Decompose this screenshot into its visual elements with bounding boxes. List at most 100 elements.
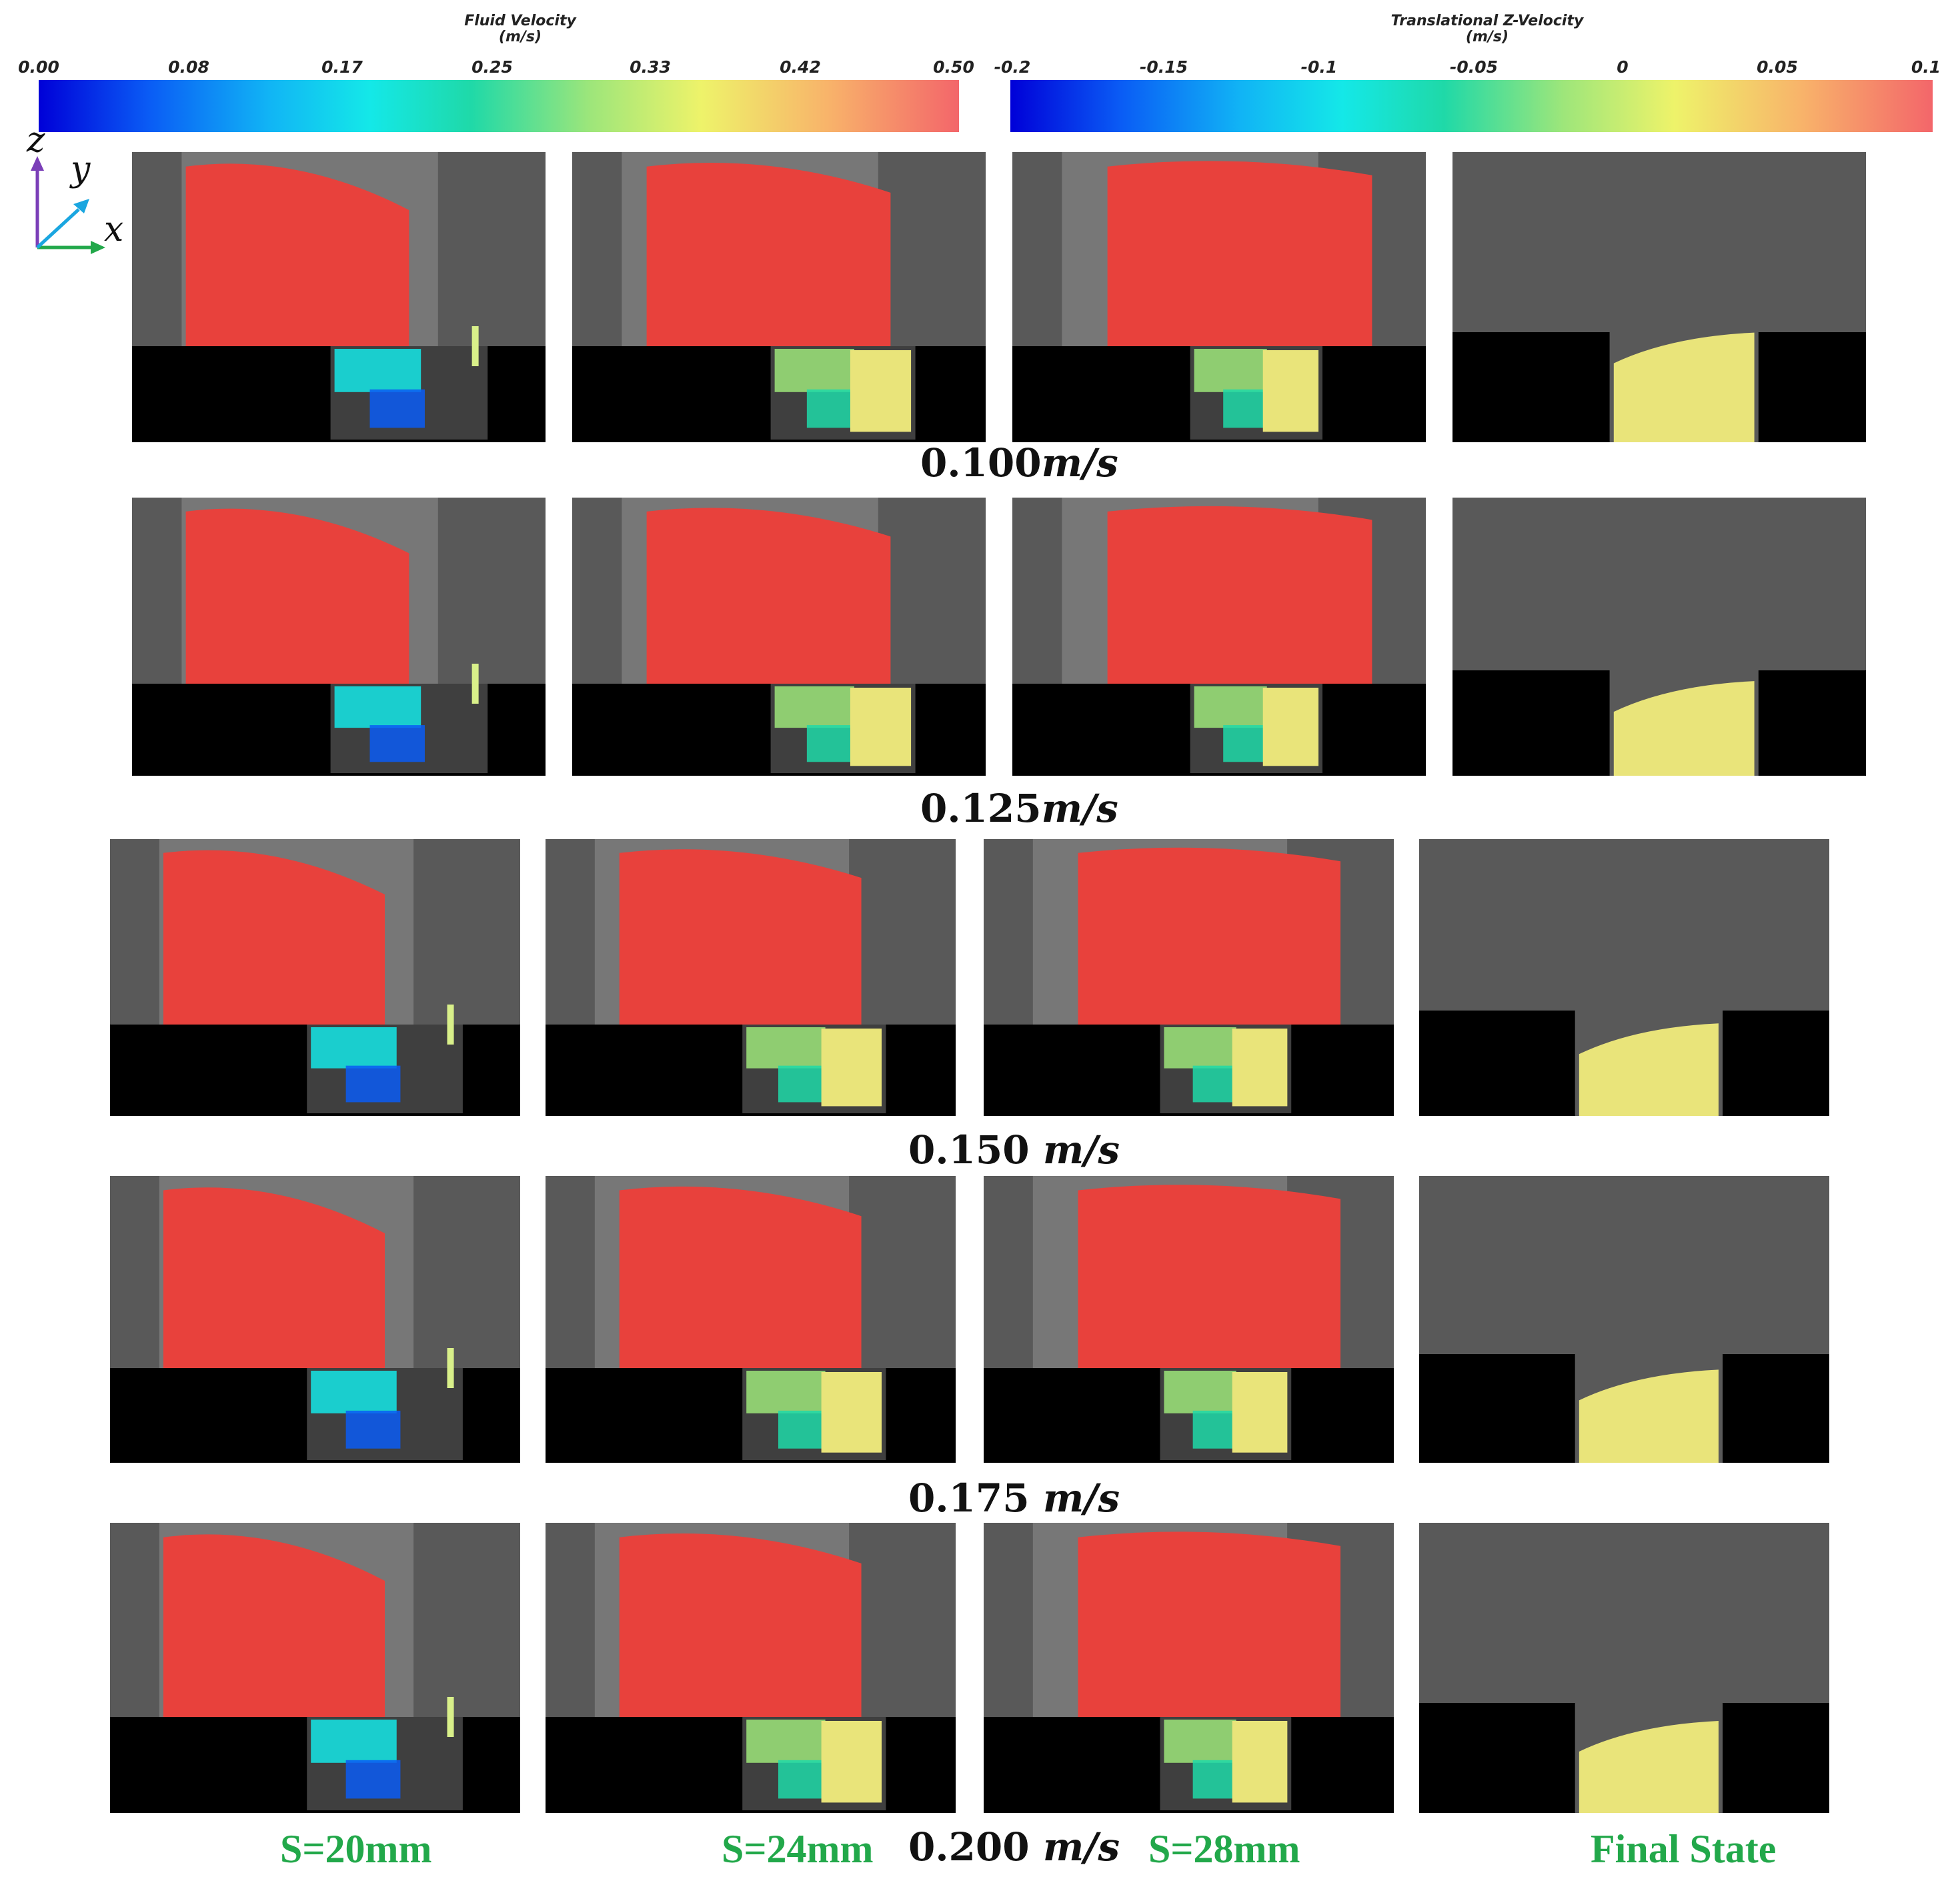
velocity-zone-upper [311, 1720, 397, 1763]
velocity-label-row-2: 0.125m/s [920, 786, 1118, 831]
velocity-value: 0.175 [908, 1475, 1043, 1521]
column-label-final-state: Final State [1591, 1827, 1777, 1871]
panel-image [984, 839, 1394, 1116]
channel-floor-right [1758, 332, 1866, 442]
fluid-velocity-tick: 0.25 [471, 57, 513, 77]
velocity-zone-upper [1164, 1027, 1236, 1069]
panel-image [546, 1523, 956, 1813]
panel-row3-col1 [110, 839, 520, 1116]
axis-triad: z y x [25, 120, 139, 264]
red-particle-bed [1107, 506, 1372, 684]
velocity-unit: m/s [1042, 1475, 1120, 1521]
panel-row5-col2 [546, 1523, 956, 1813]
z-velocity-tick: 0.1 [1911, 57, 1941, 77]
final-particle-bed [1579, 1721, 1719, 1813]
fluid-velocity-tick: 0.33 [630, 57, 671, 77]
channel-floor-left [1419, 1703, 1575, 1813]
final-particle-bed [1579, 1023, 1719, 1116]
final-particle-bed [1613, 681, 1755, 776]
velocity-value: 0.150 [908, 1127, 1043, 1173]
panel-row3-col3 [984, 839, 1394, 1116]
fluid-velocity-tick: 0.42 [780, 57, 821, 77]
panel-row3-col2 [546, 839, 956, 1116]
settled-particles [850, 688, 912, 766]
channel-floor-right [1758, 670, 1866, 776]
z-velocity-tick: -0.1 [1300, 57, 1338, 77]
axis-arrows-icon [31, 156, 105, 254]
panel-image [1452, 498, 1866, 776]
final-particle-bed [1613, 332, 1755, 442]
velocity-zone-core [1192, 1410, 1239, 1449]
velocity-zone-core [778, 1410, 829, 1449]
velocity-zone-core [1192, 1065, 1239, 1103]
velocity-label-row-1: 0.100m/s [920, 440, 1118, 486]
velocity-zone-core [369, 725, 425, 762]
red-particle-bed [1078, 1185, 1341, 1368]
channel-floor-right [1723, 1354, 1829, 1463]
fluid-velocity-tick: 0.17 [321, 57, 363, 77]
channel-floor-left [1419, 1011, 1575, 1116]
red-particle-bed [185, 163, 409, 346]
red-particle-bed [163, 850, 385, 1025]
panel-image [546, 1176, 956, 1463]
z-velocity-title: Translational Z-Velocity (m/s) [1327, 13, 1647, 45]
velocity-zone-core [778, 1760, 829, 1799]
velocity-unit: m/s [1041, 786, 1118, 831]
velocity-zone-core [345, 1065, 401, 1103]
panel-row5-col1 [110, 1523, 520, 1813]
panel-image [1419, 1523, 1829, 1813]
settled-particles [1232, 1029, 1288, 1107]
velocity-label-row-5: 0.200 m/s [908, 1824, 1120, 1870]
channel-floor-left [1452, 332, 1610, 442]
channel-floor-right [1723, 1011, 1829, 1116]
red-particle-bed [646, 163, 891, 347]
panel-row5-col4 [1419, 1523, 1829, 1813]
velocity-vector [447, 1348, 454, 1388]
column-label-s28: S=28mm [1148, 1827, 1300, 1871]
velocity-unit: m/s [1041, 440, 1118, 486]
settled-particles [1262, 688, 1319, 766]
velocity-zone-core [369, 389, 425, 428]
panel-image [1012, 498, 1426, 776]
panel-row5-col3 [984, 1523, 1394, 1813]
red-particle-bed [619, 1186, 862, 1368]
panel-row4-col4 [1419, 1176, 1829, 1463]
panel-image [1419, 839, 1829, 1116]
z-velocity-title-line1: Translational Z-Velocity [1390, 13, 1584, 29]
column-label-s20: S=20mm [280, 1827, 432, 1871]
z-velocity-title-line2: (m/s) [1465, 29, 1509, 45]
velocity-zone-upper [311, 1371, 397, 1413]
velocity-zone-core [345, 1410, 401, 1449]
panel-row1-col2 [572, 152, 986, 442]
panel-row2-col3 [1012, 498, 1426, 776]
channel-floor-left [1452, 670, 1610, 776]
panel-image [110, 1176, 520, 1463]
velocity-zone-upper [334, 686, 421, 728]
settled-particles [1262, 350, 1319, 432]
fluid-velocity-tick: 0.00 [18, 57, 59, 77]
panel-image [984, 1176, 1394, 1463]
panel-row4-col1 [110, 1176, 520, 1463]
velocity-zone-core [806, 725, 858, 762]
z-velocity-tick: 0.05 [1757, 57, 1798, 77]
red-particle-bed [1078, 1531, 1341, 1717]
fluid-velocity-tick: 0.50 [933, 57, 974, 77]
x-axis-label: x [104, 209, 124, 249]
red-particle-bed [163, 1534, 385, 1717]
panel-row2-col2 [572, 498, 986, 776]
fluid-velocity-gradient [39, 80, 959, 132]
panel-image [572, 498, 986, 776]
settled-particles [1232, 1721, 1288, 1803]
velocity-zone-upper [1194, 349, 1267, 392]
velocity-zone-upper [746, 1720, 826, 1763]
velocity-zone-core [778, 1065, 829, 1103]
panel-row1-col1 [132, 152, 546, 442]
velocity-zone-upper [1194, 686, 1267, 728]
velocity-zone-upper [746, 1371, 826, 1413]
panel-image [1452, 152, 1866, 442]
channel-floor-left [1419, 1354, 1575, 1463]
column-label-s24: S=24mm [722, 1827, 874, 1871]
velocity-vector [471, 664, 479, 704]
panel-image [132, 152, 546, 442]
settled-particles [1232, 1372, 1288, 1453]
